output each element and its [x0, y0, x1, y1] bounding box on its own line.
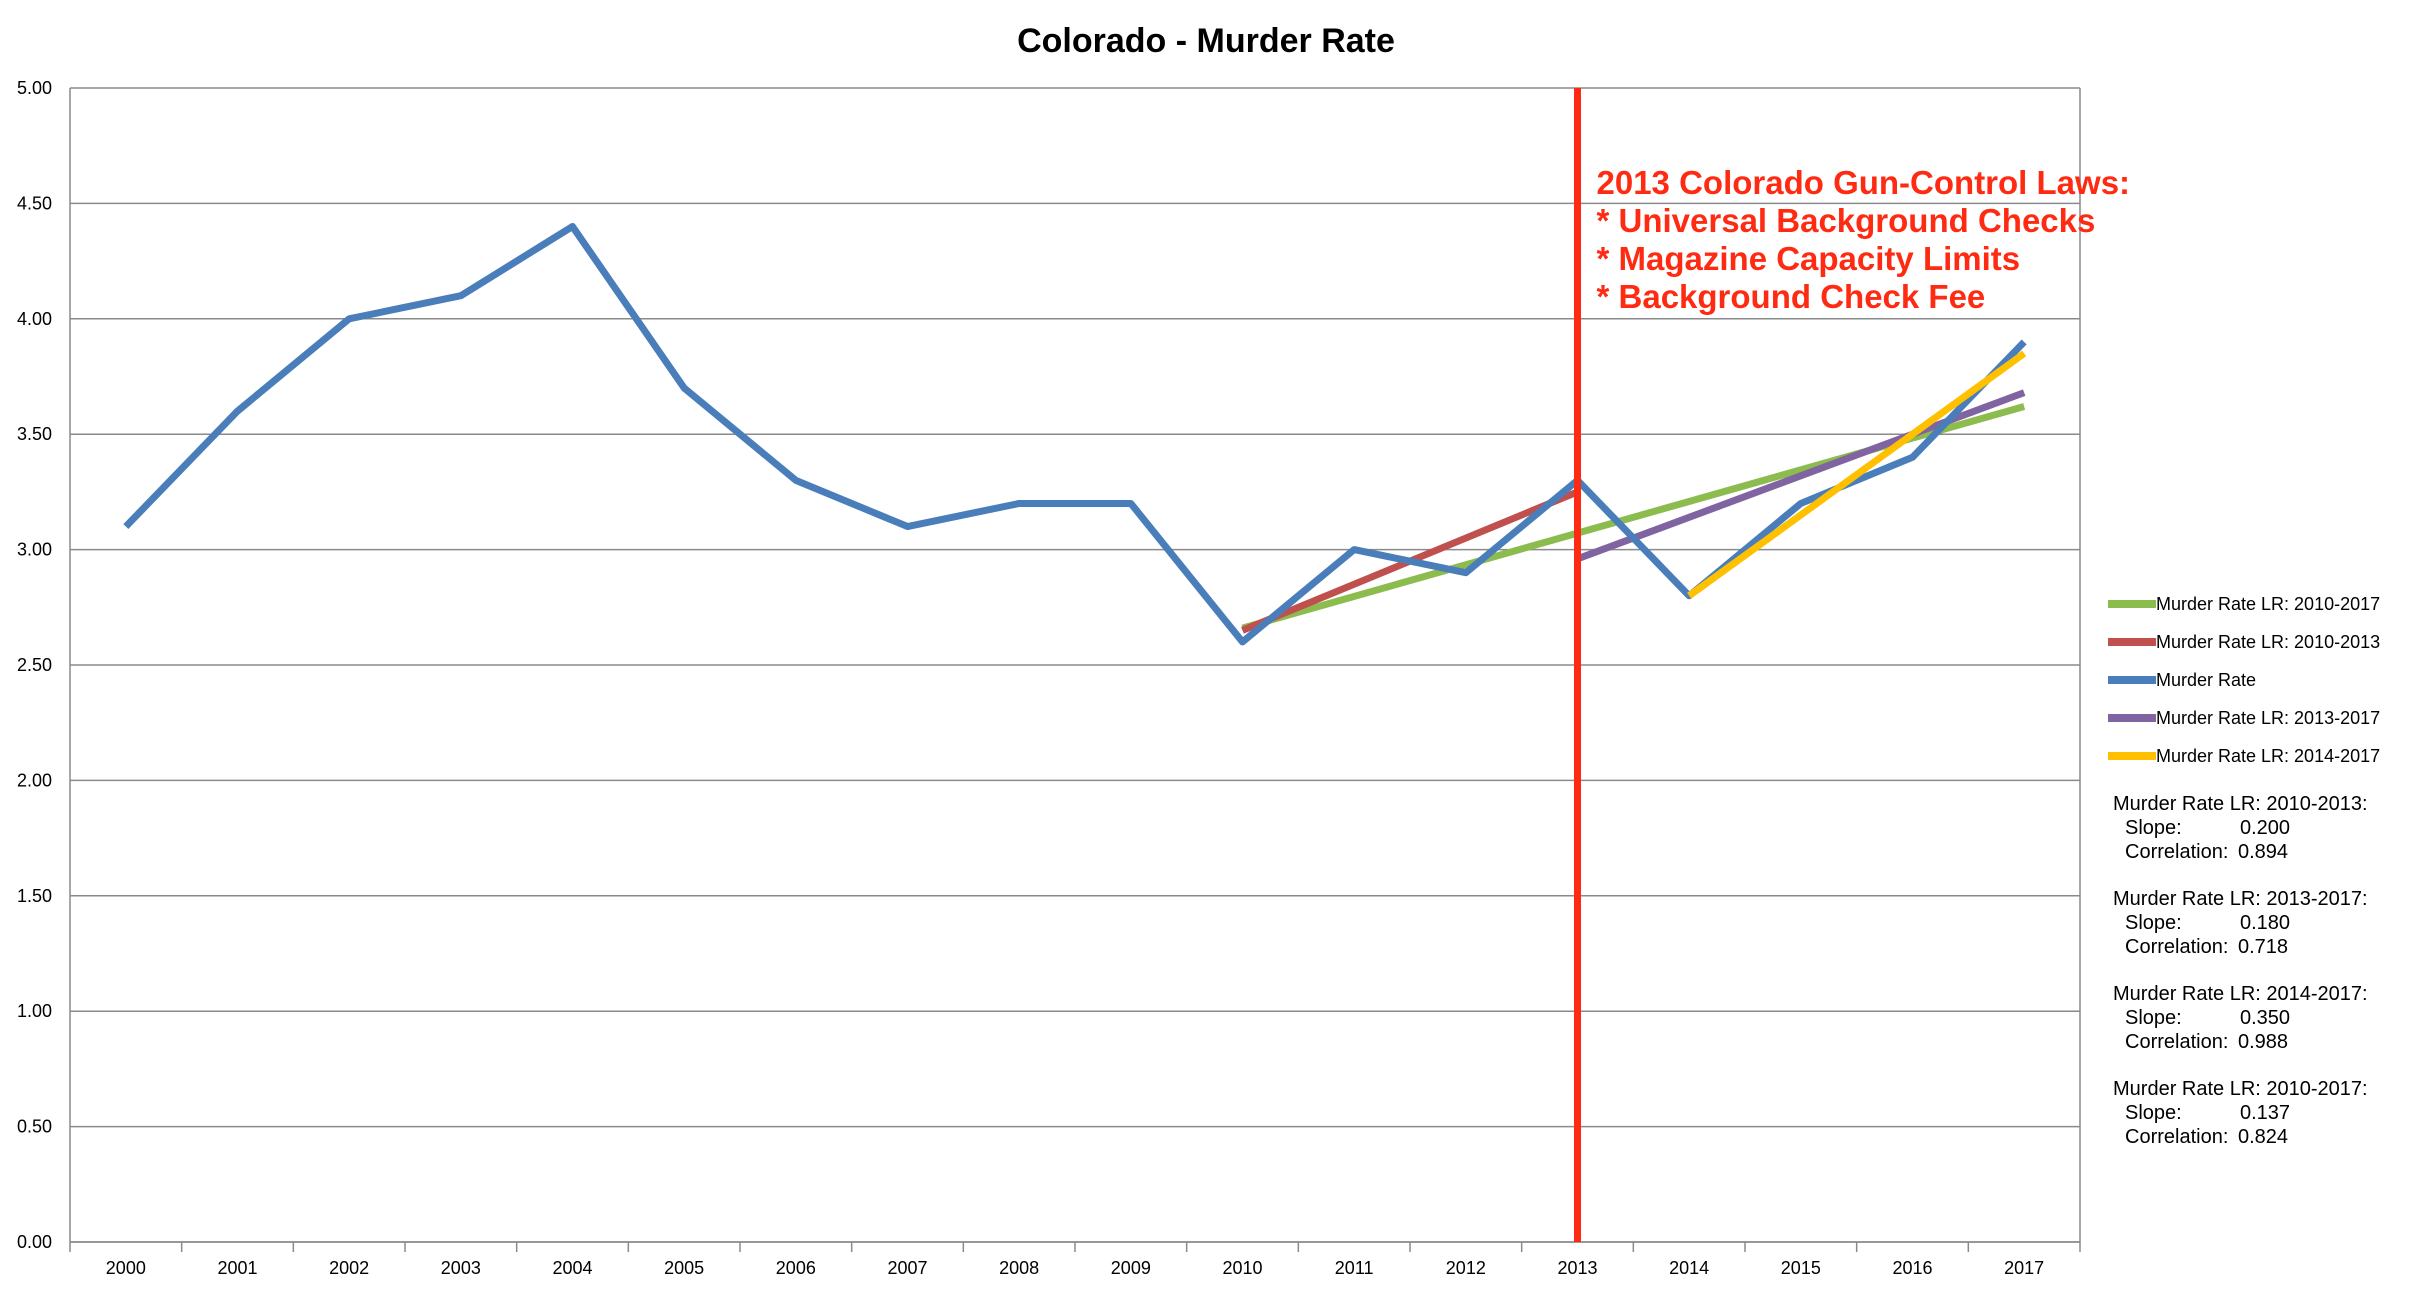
regression-stats: Murder Rate LR: 2010-2013:Slope: 0.200Cor…	[2113, 793, 2368, 1148]
stats-correlation-value: 0.988	[2238, 1031, 2288, 1053]
stats-header: Murder Rate LR: 2010-2017:	[2113, 1078, 2368, 1100]
x-tick-label: 2004	[552, 1258, 592, 1278]
axes: 0.00 0.50 1.00 1.50 2.00 2.50 3.00 3.50 4.00 4.50…	[17, 78, 2081, 1278]
stats-slope-value: 0.180	[2240, 912, 2290, 934]
x-tick-label: 2016	[1892, 1258, 1932, 1278]
x-tick-label: 2000	[106, 1258, 146, 1278]
chart-title: Colorado - Murder Rate	[1017, 22, 1395, 60]
x-tick-label: 2008	[999, 1258, 1039, 1278]
y-tick-label: 1.00	[17, 1001, 52, 1021]
x-tick-label: 2015	[1781, 1258, 1821, 1278]
stats-correlation-value: 0.824	[2238, 1126, 2288, 1148]
y-tick-label: 5.00	[17, 78, 52, 98]
y-tick-label: 3.00	[17, 540, 52, 560]
stats-header: Murder Rate LR: 2014-2017:	[2113, 983, 2368, 1005]
x-tick-label: 2010	[1222, 1258, 1262, 1278]
annotation: 2013 Colorado Gun-Control Laws:* Univers…	[1597, 164, 2131, 315]
y-tick-label: 0.00	[17, 1232, 52, 1252]
legend-entry: Murder Rate LR: 2010-2017	[2156, 594, 2380, 614]
stats-slope-label: Slope:	[2125, 1007, 2182, 1029]
stats-slope-label: Slope:	[2125, 912, 2182, 934]
stats-slope-value: 0.200	[2240, 817, 2290, 839]
stats-slope-value: 0.137	[2240, 1102, 2290, 1124]
legend-entry: Murder Rate	[2156, 670, 2256, 690]
x-tick-label: 2007	[887, 1258, 927, 1278]
stats-correlation-label: Correlation:	[2125, 936, 2228, 958]
annotation-line: * Magazine Capacity Limits	[1597, 240, 2021, 277]
legend: Murder Rate LR: 2010-2017 Murder Rate LR:…	[2108, 594, 2380, 766]
legend-entry: Murder Rate LR: 2010-2013	[2156, 632, 2380, 652]
y-tick-label: 4.50	[17, 193, 52, 213]
legend-entry: Murder Rate LR: 2013-2017	[2156, 708, 2380, 728]
stats-header: Murder Rate LR: 2010-2013:	[2113, 793, 2368, 815]
x-tick-label: 2017	[2004, 1258, 2044, 1278]
stats-correlation-label: Correlation:	[2125, 841, 2228, 863]
stats-correlation-label: Correlation:	[2125, 1031, 2228, 1053]
y-tick-label: 1.50	[17, 886, 52, 906]
stats-slope-value: 0.350	[2240, 1007, 2290, 1029]
x-tick-label: 2003	[441, 1258, 481, 1278]
stats-header: Murder Rate LR: 2013-2017:	[2113, 888, 2368, 910]
y-tick-label: 4.00	[17, 309, 52, 329]
annotation-line: 2013 Colorado Gun-Control Laws:	[1597, 164, 2131, 201]
stats-correlation-label: Correlation:	[2125, 1126, 2228, 1148]
y-tick-label: 0.50	[17, 1117, 52, 1137]
y-tick-label: 3.50	[17, 424, 52, 444]
series-lines	[123, 222, 2027, 646]
x-tick-label: 2014	[1669, 1258, 1709, 1278]
annotation-line: * Background Check Fee	[1597, 278, 1986, 315]
stats-slope-label: Slope:	[2125, 1102, 2182, 1124]
annotation-line: * Universal Background Checks	[1597, 202, 2096, 239]
x-tick-label: 2011	[1335, 1258, 1374, 1278]
x-tick-label: 2001	[217, 1258, 257, 1278]
x-tick-label: 2006	[776, 1258, 816, 1278]
stats-slope-label: Slope:	[2125, 817, 2182, 839]
x-tick-label: 2005	[664, 1258, 704, 1278]
x-tick-label: 2013	[1557, 1258, 1597, 1278]
stats-correlation-value: 0.894	[2238, 841, 2288, 863]
stats-correlation-value: 0.718	[2238, 936, 2288, 958]
x-tick-label: 2009	[1111, 1258, 1151, 1278]
series-line-murder-rate-lr-2014-2017	[1687, 350, 2027, 599]
gridlines	[70, 87, 2080, 1243]
y-tick-label: 2.50	[17, 655, 52, 675]
x-tick-label: 2012	[1446, 1258, 1486, 1278]
x-tick-label: 2002	[329, 1258, 369, 1278]
legend-entry: Murder Rate LR: 2014-2017	[2156, 746, 2380, 766]
y-tick-label: 2.00	[17, 770, 52, 790]
